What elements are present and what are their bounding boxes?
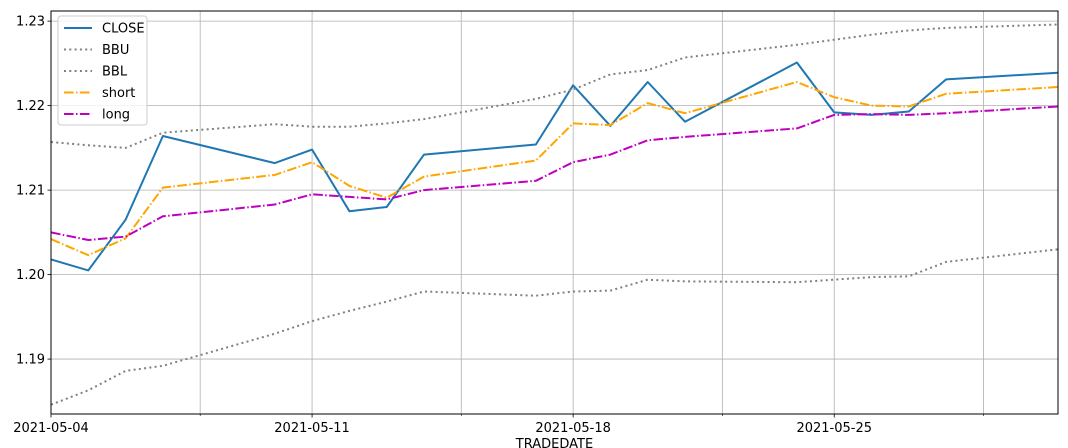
- y-tick-label: 1.22: [16, 99, 45, 114]
- x-tick-label: 2021-05-18: [535, 421, 611, 436]
- legend-label: long: [102, 108, 130, 123]
- y-tick-label: 1.19: [16, 353, 45, 368]
- y-tick-label: 1.21: [16, 184, 45, 199]
- series-line-short: [50, 81, 1059, 257]
- y-tick-label: 1.23: [16, 15, 45, 30]
- series-layer: [50, 23, 1059, 406]
- series-line-long: [50, 105, 1059, 241]
- legend-label: short: [102, 86, 135, 101]
- legend-label: BBU: [102, 43, 129, 58]
- legend-label: BBL: [102, 65, 128, 80]
- legend: CLOSE BBU BBL short long: [57, 15, 148, 126]
- series-line-bbu: [50, 23, 1059, 149]
- plot-frame: [50, 10, 1059, 415]
- x-tick-label: 2021-05-11: [274, 421, 350, 436]
- series-line-bbl: [50, 248, 1059, 406]
- x-tick-label: 2021-05-04: [13, 421, 89, 436]
- x-axis-label: TRADEDATE: [515, 437, 593, 448]
- axis-layer: 1.19 1.20 1.21 1.22 1.23 2021-05-04 2021-05-11…: [13, 15, 984, 436]
- y-tick-label: 1.20: [16, 268, 45, 283]
- x-tick-label: 2021-05-25: [796, 421, 872, 436]
- legend-label: CLOSE: [102, 22, 145, 37]
- legend-box: [57, 15, 148, 126]
